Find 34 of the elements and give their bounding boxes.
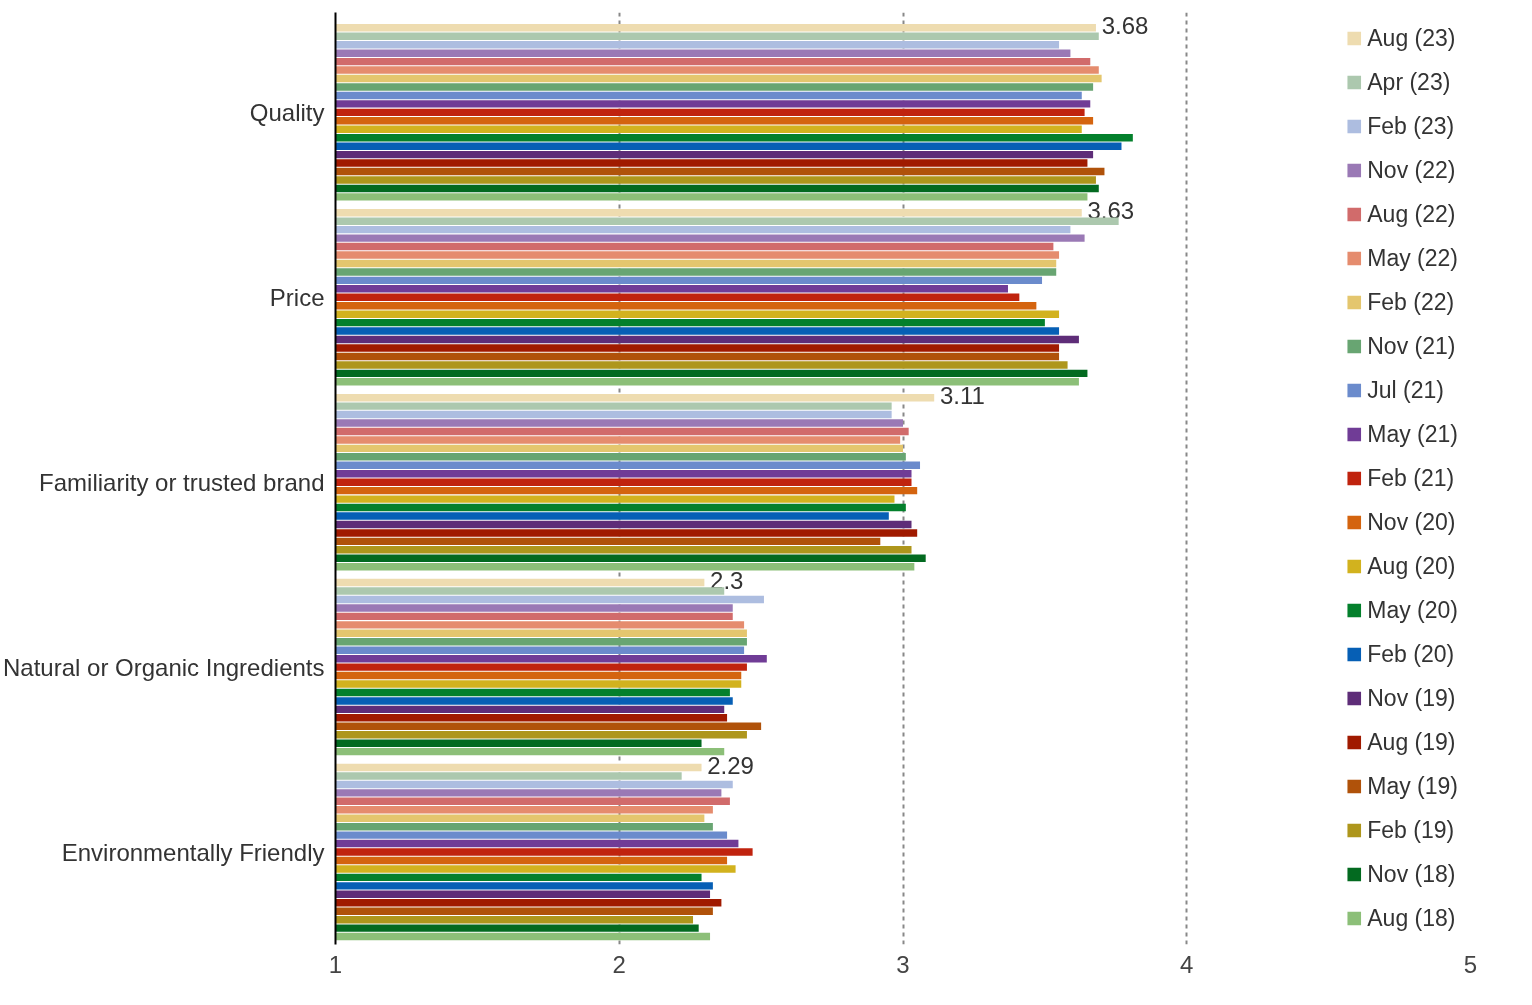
legend-label: Aug (22) bbox=[1367, 200, 1456, 228]
legend-label: Feb (21) bbox=[1367, 464, 1455, 492]
legend-label: Apr (23) bbox=[1367, 68, 1451, 96]
legend-label: Feb (23) bbox=[1367, 112, 1455, 140]
legend-label: May (19) bbox=[1367, 772, 1458, 800]
y-tick-label: Quality bbox=[249, 98, 325, 126]
legend-label: May (22) bbox=[1367, 244, 1458, 272]
y-tick-label: Natural or Organic Ingredients bbox=[3, 653, 325, 681]
y-tick-label: Environmentally Friendly bbox=[61, 838, 325, 866]
legend-label: Aug (18) bbox=[1367, 904, 1456, 932]
y-tick-label: Familiarity or trusted brand bbox=[39, 468, 325, 496]
legend-label: Feb (19) bbox=[1367, 816, 1455, 844]
legend-label: Feb (22) bbox=[1367, 288, 1455, 316]
legend-label: Nov (20) bbox=[1367, 508, 1456, 536]
legend-label: May (21) bbox=[1367, 420, 1458, 448]
data-label: 3.68 bbox=[1101, 12, 1149, 40]
legend-label: Nov (18) bbox=[1367, 860, 1456, 888]
data-label: 2.29 bbox=[707, 752, 754, 780]
legend-label: Jul (21) bbox=[1367, 376, 1444, 404]
legend-label: Aug (19) bbox=[1367, 728, 1456, 756]
x-tick-label: 5 bbox=[1463, 950, 1478, 978]
legend-label: Nov (21) bbox=[1367, 332, 1456, 360]
legend-label: Feb (20) bbox=[1367, 640, 1455, 668]
legend-label: Aug (20) bbox=[1367, 552, 1456, 580]
x-tick-label: 2 bbox=[612, 950, 626, 978]
legend-label: Aug (23) bbox=[1367, 24, 1456, 52]
x-tick-label: 3 bbox=[896, 950, 910, 978]
data-label: 3.11 bbox=[939, 382, 985, 410]
legend-label: Nov (22) bbox=[1367, 156, 1456, 184]
y-tick-label: Price bbox=[269, 283, 325, 311]
x-tick-label: 4 bbox=[1180, 950, 1194, 978]
x-tick-label: 1 bbox=[328, 950, 343, 978]
legend-label: Nov (19) bbox=[1367, 684, 1456, 712]
legend-label: May (20) bbox=[1367, 596, 1458, 624]
